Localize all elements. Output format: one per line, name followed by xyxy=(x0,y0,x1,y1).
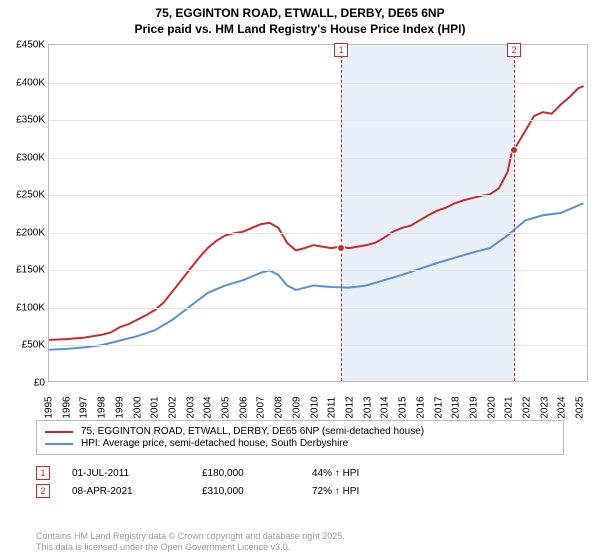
series-price_paid xyxy=(49,86,584,340)
x-axis-label: 2013 xyxy=(362,396,373,418)
x-axis-label: 1999 xyxy=(114,396,125,418)
sale-marker-dot xyxy=(510,146,518,154)
sale-row: 1 01-JUL-2011£180,00044% ↑ HPI xyxy=(36,466,564,480)
x-axis-label: 2022 xyxy=(522,396,533,418)
y-axis-label: £450K xyxy=(3,40,45,51)
legend-label: HPI: Average price, semi-detached house,… xyxy=(81,438,348,449)
x-axis-label: 2012 xyxy=(344,396,355,418)
attribution-line-2: This data is licensed under the Open Gov… xyxy=(36,542,345,554)
gridline xyxy=(49,345,587,346)
x-axis-label: 2024 xyxy=(557,396,568,418)
x-axis-label: 2005 xyxy=(221,396,232,418)
gridline xyxy=(49,83,587,84)
x-axis-label: 2015 xyxy=(398,396,409,418)
chart-title: 75, EGGINTON ROAD, ETWALL, DERBY, DE65 6… xyxy=(0,0,600,37)
y-axis-label: £400K xyxy=(3,77,45,88)
gridline xyxy=(49,195,587,196)
series-hpi xyxy=(49,203,584,349)
legend-row: 75, EGGINTON ROAD, ETWALL, DERBY, DE65 6… xyxy=(45,426,555,437)
legend: 75, EGGINTON ROAD, ETWALL, DERBY, DE65 6… xyxy=(36,420,564,455)
sale-delta: 72% ↑ HPI xyxy=(312,486,422,497)
attribution-line-1: Contains HM Land Registry data © Crown c… xyxy=(36,531,345,543)
sale-marker-dot xyxy=(337,244,345,252)
x-axis-label: 2009 xyxy=(291,396,302,418)
legend-swatch xyxy=(45,443,73,445)
y-axis-label: £50K xyxy=(3,340,45,351)
x-axis-label: 2018 xyxy=(451,396,462,418)
legend-swatch xyxy=(45,431,73,433)
x-axis-label: 2002 xyxy=(167,396,178,418)
gridline xyxy=(49,120,587,121)
x-axis-label: 2004 xyxy=(203,396,214,418)
gridline xyxy=(49,308,587,309)
y-axis-label: £100K xyxy=(3,302,45,313)
sale-price: £310,000 xyxy=(202,486,312,497)
sale-date: 01-JUL-2011 xyxy=(72,468,202,479)
sale-price: £180,000 xyxy=(202,468,312,479)
marker-line xyxy=(341,45,342,381)
sale-row: 2 08-APR-2021£310,00072% ↑ HPI xyxy=(36,484,564,498)
x-axis-label: 2006 xyxy=(238,396,249,418)
x-axis-label: 2016 xyxy=(415,396,426,418)
x-axis-label: 2023 xyxy=(539,396,550,418)
x-axis-label: 2003 xyxy=(185,396,196,418)
legend-row: HPI: Average price, semi-detached house,… xyxy=(45,438,555,449)
marker-badge: 1 xyxy=(334,43,348,57)
y-axis-label: £200K xyxy=(3,227,45,238)
x-axis-label: 2008 xyxy=(274,396,285,418)
y-axis-label: £300K xyxy=(3,152,45,163)
legend-label: 75, EGGINTON ROAD, ETWALL, DERBY, DE65 6… xyxy=(81,426,424,437)
x-axis-label: 1995 xyxy=(44,396,55,418)
x-axis-label: 1997 xyxy=(79,396,90,418)
x-axis-label: 2001 xyxy=(150,396,161,418)
x-axis-label: 2019 xyxy=(468,396,479,418)
sale-delta: 44% ↑ HPI xyxy=(312,468,422,479)
sale-date: 08-APR-2021 xyxy=(72,486,202,497)
x-axis-label: 2017 xyxy=(433,396,444,418)
x-axis-label: 2011 xyxy=(327,397,338,419)
y-axis-label: £0 xyxy=(3,378,45,389)
chart-plot-area: £0£50K£100K£150K£200K£250K£300K£350K£400… xyxy=(48,44,588,382)
x-axis-label: 2010 xyxy=(309,396,320,418)
sales-table: 1 01-JUL-2011£180,00044% ↑ HPI 2 08-APR-202… xyxy=(36,462,564,502)
y-axis-label: £150K xyxy=(3,265,45,276)
title-line-2: Price paid vs. HM Land Registry's House … xyxy=(0,22,600,38)
attribution: Contains HM Land Registry data © Crown c… xyxy=(36,531,345,554)
sale-badge: 2 xyxy=(36,484,50,498)
chart-lines xyxy=(49,45,587,381)
gridline xyxy=(49,233,587,234)
x-axis-label: 2025 xyxy=(575,396,586,418)
marker-badge: 2 xyxy=(507,43,521,57)
gridline xyxy=(49,270,587,271)
x-axis-label: 2021 xyxy=(504,396,515,418)
y-axis-label: £350K xyxy=(3,115,45,126)
gridline xyxy=(49,158,587,159)
x-axis-label: 2014 xyxy=(380,396,391,418)
x-axis-label: 2000 xyxy=(132,396,143,418)
x-axis-label: 1996 xyxy=(61,396,72,418)
sale-badge: 1 xyxy=(36,466,50,480)
y-axis-label: £250K xyxy=(3,190,45,201)
x-axis-label: 1998 xyxy=(97,396,108,418)
marker-line xyxy=(514,45,515,381)
x-axis-label: 2020 xyxy=(486,396,497,418)
x-axis-label: 2007 xyxy=(256,396,267,418)
title-line-1: 75, EGGINTON ROAD, ETWALL, DERBY, DE65 6… xyxy=(0,6,600,22)
